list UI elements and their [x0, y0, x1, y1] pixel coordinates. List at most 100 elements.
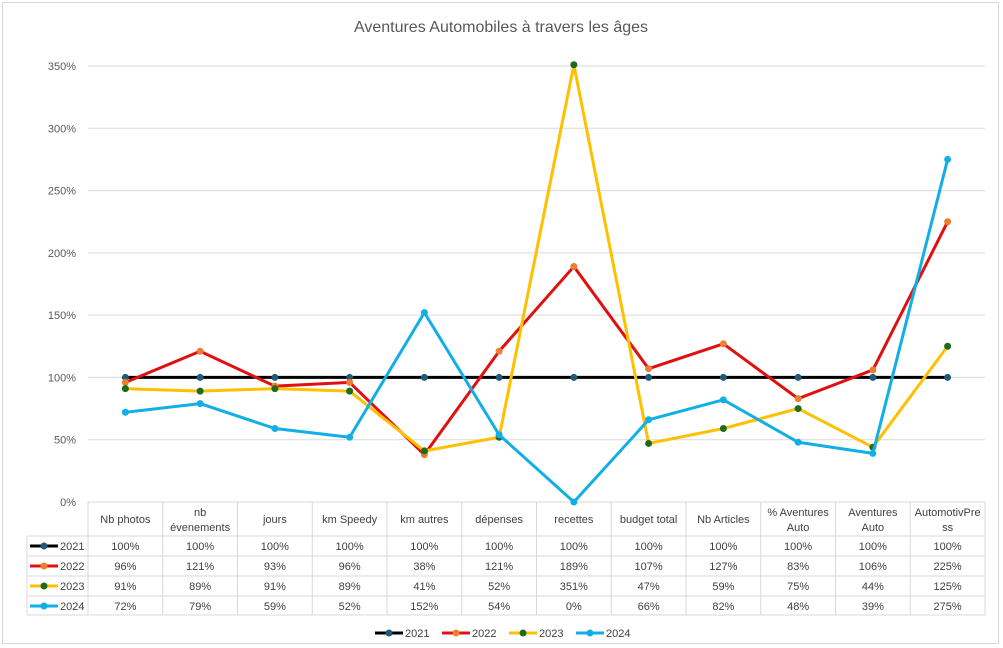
table-cell: 52%	[488, 581, 510, 593]
category-label: budget total	[620, 514, 678, 526]
table-cell: 91%	[264, 581, 286, 593]
data-point	[570, 263, 578, 271]
chart-title: Aventures Automobiles à travers les âges	[354, 19, 648, 36]
data-point	[121, 385, 129, 393]
table-cell: 66%	[638, 601, 660, 613]
y-tick-label: 0%	[60, 497, 76, 509]
y-tick-label: 150%	[48, 310, 76, 322]
table-cell: 107%	[635, 561, 663, 573]
table-cell: 121%	[186, 561, 214, 573]
data-point	[719, 340, 727, 348]
table-cell: 152%	[410, 601, 438, 613]
table-cell: 59%	[264, 601, 286, 613]
data-point	[794, 438, 802, 446]
data-point	[645, 439, 653, 447]
table-cell: 125%	[934, 581, 962, 593]
data-point	[869, 366, 877, 374]
series-line	[125, 159, 950, 504]
table-cell: 100%	[784, 541, 812, 553]
data-point	[869, 373, 877, 381]
table-legend-marker	[40, 562, 48, 570]
table-legend-marker	[40, 542, 48, 550]
series-2023	[121, 61, 952, 455]
table-cell: 96%	[114, 561, 136, 573]
table-cell: 83%	[787, 561, 809, 573]
table-series-name: 2022	[60, 561, 84, 573]
data-point	[869, 449, 877, 457]
data-point	[944, 155, 952, 163]
legend-item-2021: 2021	[375, 628, 429, 640]
data-point	[794, 395, 802, 403]
table-series-name: 2024	[60, 601, 84, 613]
y-tick-label: 200%	[48, 248, 76, 260]
data-point	[495, 431, 503, 439]
data-point	[570, 61, 578, 69]
table-cell: 189%	[560, 561, 588, 573]
category-label: jours	[262, 514, 287, 526]
table-cell: 100%	[410, 541, 438, 553]
y-tick-label: 250%	[48, 186, 76, 198]
category-label: Nb Articles	[697, 514, 750, 526]
table-cell: 72%	[114, 601, 136, 613]
table-cell: 100%	[859, 541, 887, 553]
table-cell: 100%	[560, 541, 588, 553]
category-label: % Aventures Auto	[767, 507, 829, 534]
data-point	[121, 373, 129, 381]
data-point	[495, 373, 503, 381]
data-point	[346, 433, 354, 441]
category-label: km Speedy	[322, 514, 378, 526]
table-cell: 106%	[859, 561, 887, 573]
category-label: AutomotivPre ss	[915, 507, 981, 534]
table-cell: 96%	[339, 561, 361, 573]
data-point	[196, 373, 204, 381]
data-point	[570, 498, 578, 506]
data-point	[645, 373, 653, 381]
data-point	[645, 416, 653, 424]
category-label: Aventures Auto	[848, 507, 898, 534]
data-point	[196, 400, 204, 408]
category-label: km autres	[400, 514, 449, 526]
table-cell: 100%	[709, 541, 737, 553]
table-cell: 100%	[186, 541, 214, 553]
table-cell: 89%	[339, 581, 361, 593]
table-cell: 44%	[862, 581, 884, 593]
table-cell: 79%	[189, 601, 211, 613]
data-point	[794, 373, 802, 381]
legend-label: 2024	[606, 628, 630, 640]
data-point	[420, 373, 428, 381]
legend-label: 2021	[405, 628, 429, 640]
data-point	[271, 385, 279, 393]
legend-marker	[385, 629, 393, 637]
data-point	[570, 373, 578, 381]
table-cell: 275%	[934, 601, 962, 613]
data-point	[121, 378, 129, 386]
table-cell: 38%	[413, 561, 435, 573]
table-cell: 100%	[111, 541, 139, 553]
data-point	[420, 309, 428, 317]
y-tick-label: 350%	[48, 61, 76, 73]
table-cell: 82%	[712, 601, 734, 613]
data-point	[719, 425, 727, 433]
data-point	[944, 373, 952, 381]
category-label: dépenses	[475, 514, 523, 526]
data-point	[346, 373, 354, 381]
legend-item-2023: 2023	[509, 628, 563, 640]
data-point	[420, 447, 428, 455]
legend-item-2022: 2022	[442, 628, 496, 640]
legend-label: 2022	[472, 628, 496, 640]
table-cell: 100%	[485, 541, 513, 553]
data-point	[944, 218, 952, 226]
table-cell: 41%	[413, 581, 435, 593]
legend-marker	[519, 629, 527, 637]
table-legend-marker	[40, 602, 48, 610]
category-label: recettes	[554, 514, 594, 526]
legend-label: 2023	[539, 628, 563, 640]
data-point	[944, 342, 952, 350]
data-point	[719, 396, 727, 404]
data-point	[346, 378, 354, 386]
y-tick-label: 100%	[48, 372, 76, 384]
data-point	[495, 347, 503, 355]
table-cell: 127%	[709, 561, 737, 573]
